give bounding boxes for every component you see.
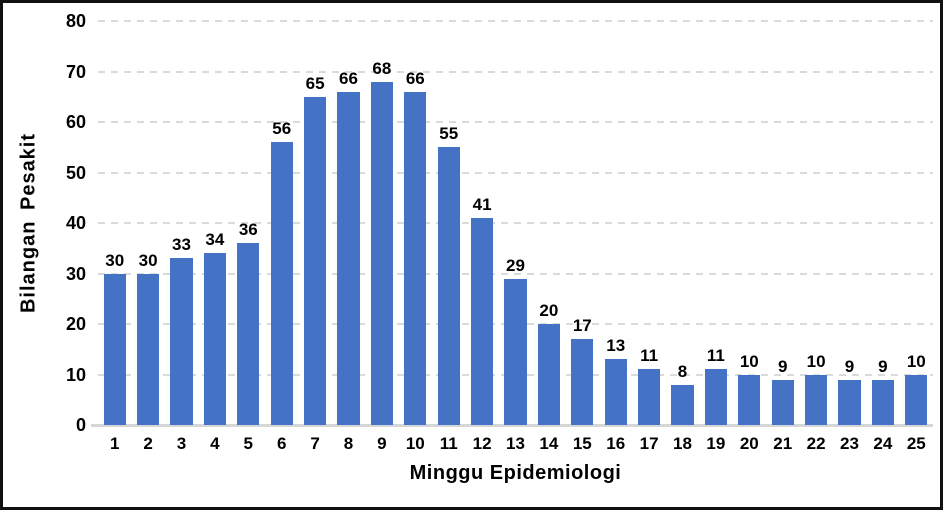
bar-value-label: 11 [706, 346, 725, 366]
bar-value-label: 41 [472, 194, 492, 214]
gridline [98, 171, 933, 174]
bar [270, 142, 293, 425]
bar-value-label: 33 [172, 235, 191, 255]
bar-value-label: 29 [506, 255, 525, 275]
bar [404, 91, 427, 425]
bar-value-label: 30 [105, 250, 125, 270]
bar-value-label: 56 [272, 119, 292, 139]
bar [170, 258, 193, 425]
y-tick-label: 50 [65, 162, 86, 183]
bar-value-label: 55 [439, 124, 459, 144]
x-tick-label: 16 [606, 434, 626, 453]
x-tick-label: 22 [806, 434, 826, 453]
y-tick-label: 80 [65, 11, 86, 31]
bar [805, 374, 828, 425]
bar [604, 359, 627, 425]
bar [638, 369, 661, 425]
gridline [98, 70, 933, 73]
x-tick-label: 20 [739, 434, 759, 453]
bar [304, 96, 327, 425]
x-tick-label: 7 [310, 434, 320, 453]
bar-value-label: 9 [844, 356, 855, 376]
bar-value-label: 8 [677, 361, 688, 381]
plot-area: 0 10 20 30 40 50 60 70 80 30 1 30 2 33 3 34 4 36 5 56 6 65 7 66… [66, 12, 933, 452]
x-tick-label: 2 [143, 434, 153, 453]
bar-value-label: 30 [138, 250, 158, 270]
x-tick-label: 25 [906, 434, 926, 453]
bar [137, 273, 160, 425]
x-tick-label: 3 [176, 434, 187, 453]
x-tick-label: 6 [276, 434, 287, 453]
bar [838, 379, 861, 425]
bar [337, 91, 360, 425]
bar-value-label: 10 [806, 351, 826, 371]
bar [571, 339, 594, 425]
bar [671, 384, 694, 425]
x-tick-label: 18 [673, 434, 692, 453]
bar-value-label: 68 [372, 58, 392, 78]
bar [203, 253, 226, 425]
bar-value-label: 65 [305, 73, 325, 93]
bar-value-label: 66 [405, 68, 425, 88]
x-tick-label: 17 [639, 434, 659, 453]
x-tick-label: 12 [472, 434, 492, 453]
x-tick-label: 23 [840, 434, 859, 453]
y-tick-label: 30 [65, 263, 86, 284]
x-tick-label: 14 [539, 434, 559, 453]
bar [437, 147, 460, 425]
bar-value-label: 66 [339, 68, 358, 88]
y-tick-label: 40 [65, 213, 86, 233]
x-tick-label: 10 [405, 434, 425, 453]
bar [871, 379, 894, 425]
bar-value-label: 9 [878, 356, 888, 376]
bar [471, 217, 494, 425]
bar [704, 369, 727, 425]
y-tick-label: 0 [75, 415, 86, 435]
bar-value-label: 20 [539, 301, 559, 320]
bar [771, 379, 794, 425]
gridline [98, 272, 933, 275]
x-axis-title: Minggu Epidemiologi [409, 462, 622, 484]
x-tick-label: 4 [210, 434, 220, 453]
y-tick-label: 70 [65, 61, 86, 82]
x-tick-label: 19 [706, 434, 726, 453]
x-tick-label: 24 [873, 434, 893, 453]
bar [370, 81, 393, 425]
bar-value-label: 13 [606, 336, 626, 356]
x-tick-label: 5 [243, 434, 254, 453]
bar-value-label: 10 [906, 351, 926, 371]
bar [237, 243, 260, 425]
bar-value-label: 17 [572, 316, 592, 336]
x-tick-label: 15 [572, 434, 592, 453]
x-tick-label: 8 [343, 434, 354, 453]
gridline [98, 20, 933, 22]
bar [537, 324, 560, 425]
gridline [98, 222, 933, 224]
x-tick-label: 9 [377, 434, 387, 453]
bar-value-label: 36 [238, 220, 258, 240]
x-axis-line [91, 424, 933, 427]
x-tick-label: 1 [109, 434, 120, 453]
x-tick-label: 13 [506, 434, 525, 453]
bar [103, 273, 126, 425]
bar-value-label: 10 [739, 351, 759, 371]
y-tick-label: 60 [65, 112, 86, 132]
x-tick-label: 11 [439, 434, 458, 453]
bar [905, 374, 928, 425]
bar [504, 278, 527, 425]
y-tick-label: 10 [65, 364, 86, 385]
gridline [98, 121, 933, 123]
y-tick-label: 20 [65, 314, 86, 334]
x-tick-label: 21 [773, 434, 793, 453]
bar-value-label: 9 [777, 356, 788, 376]
bar-value-label: 11 [640, 346, 659, 366]
bar [738, 374, 761, 425]
bar-value-label: 34 [205, 230, 225, 250]
